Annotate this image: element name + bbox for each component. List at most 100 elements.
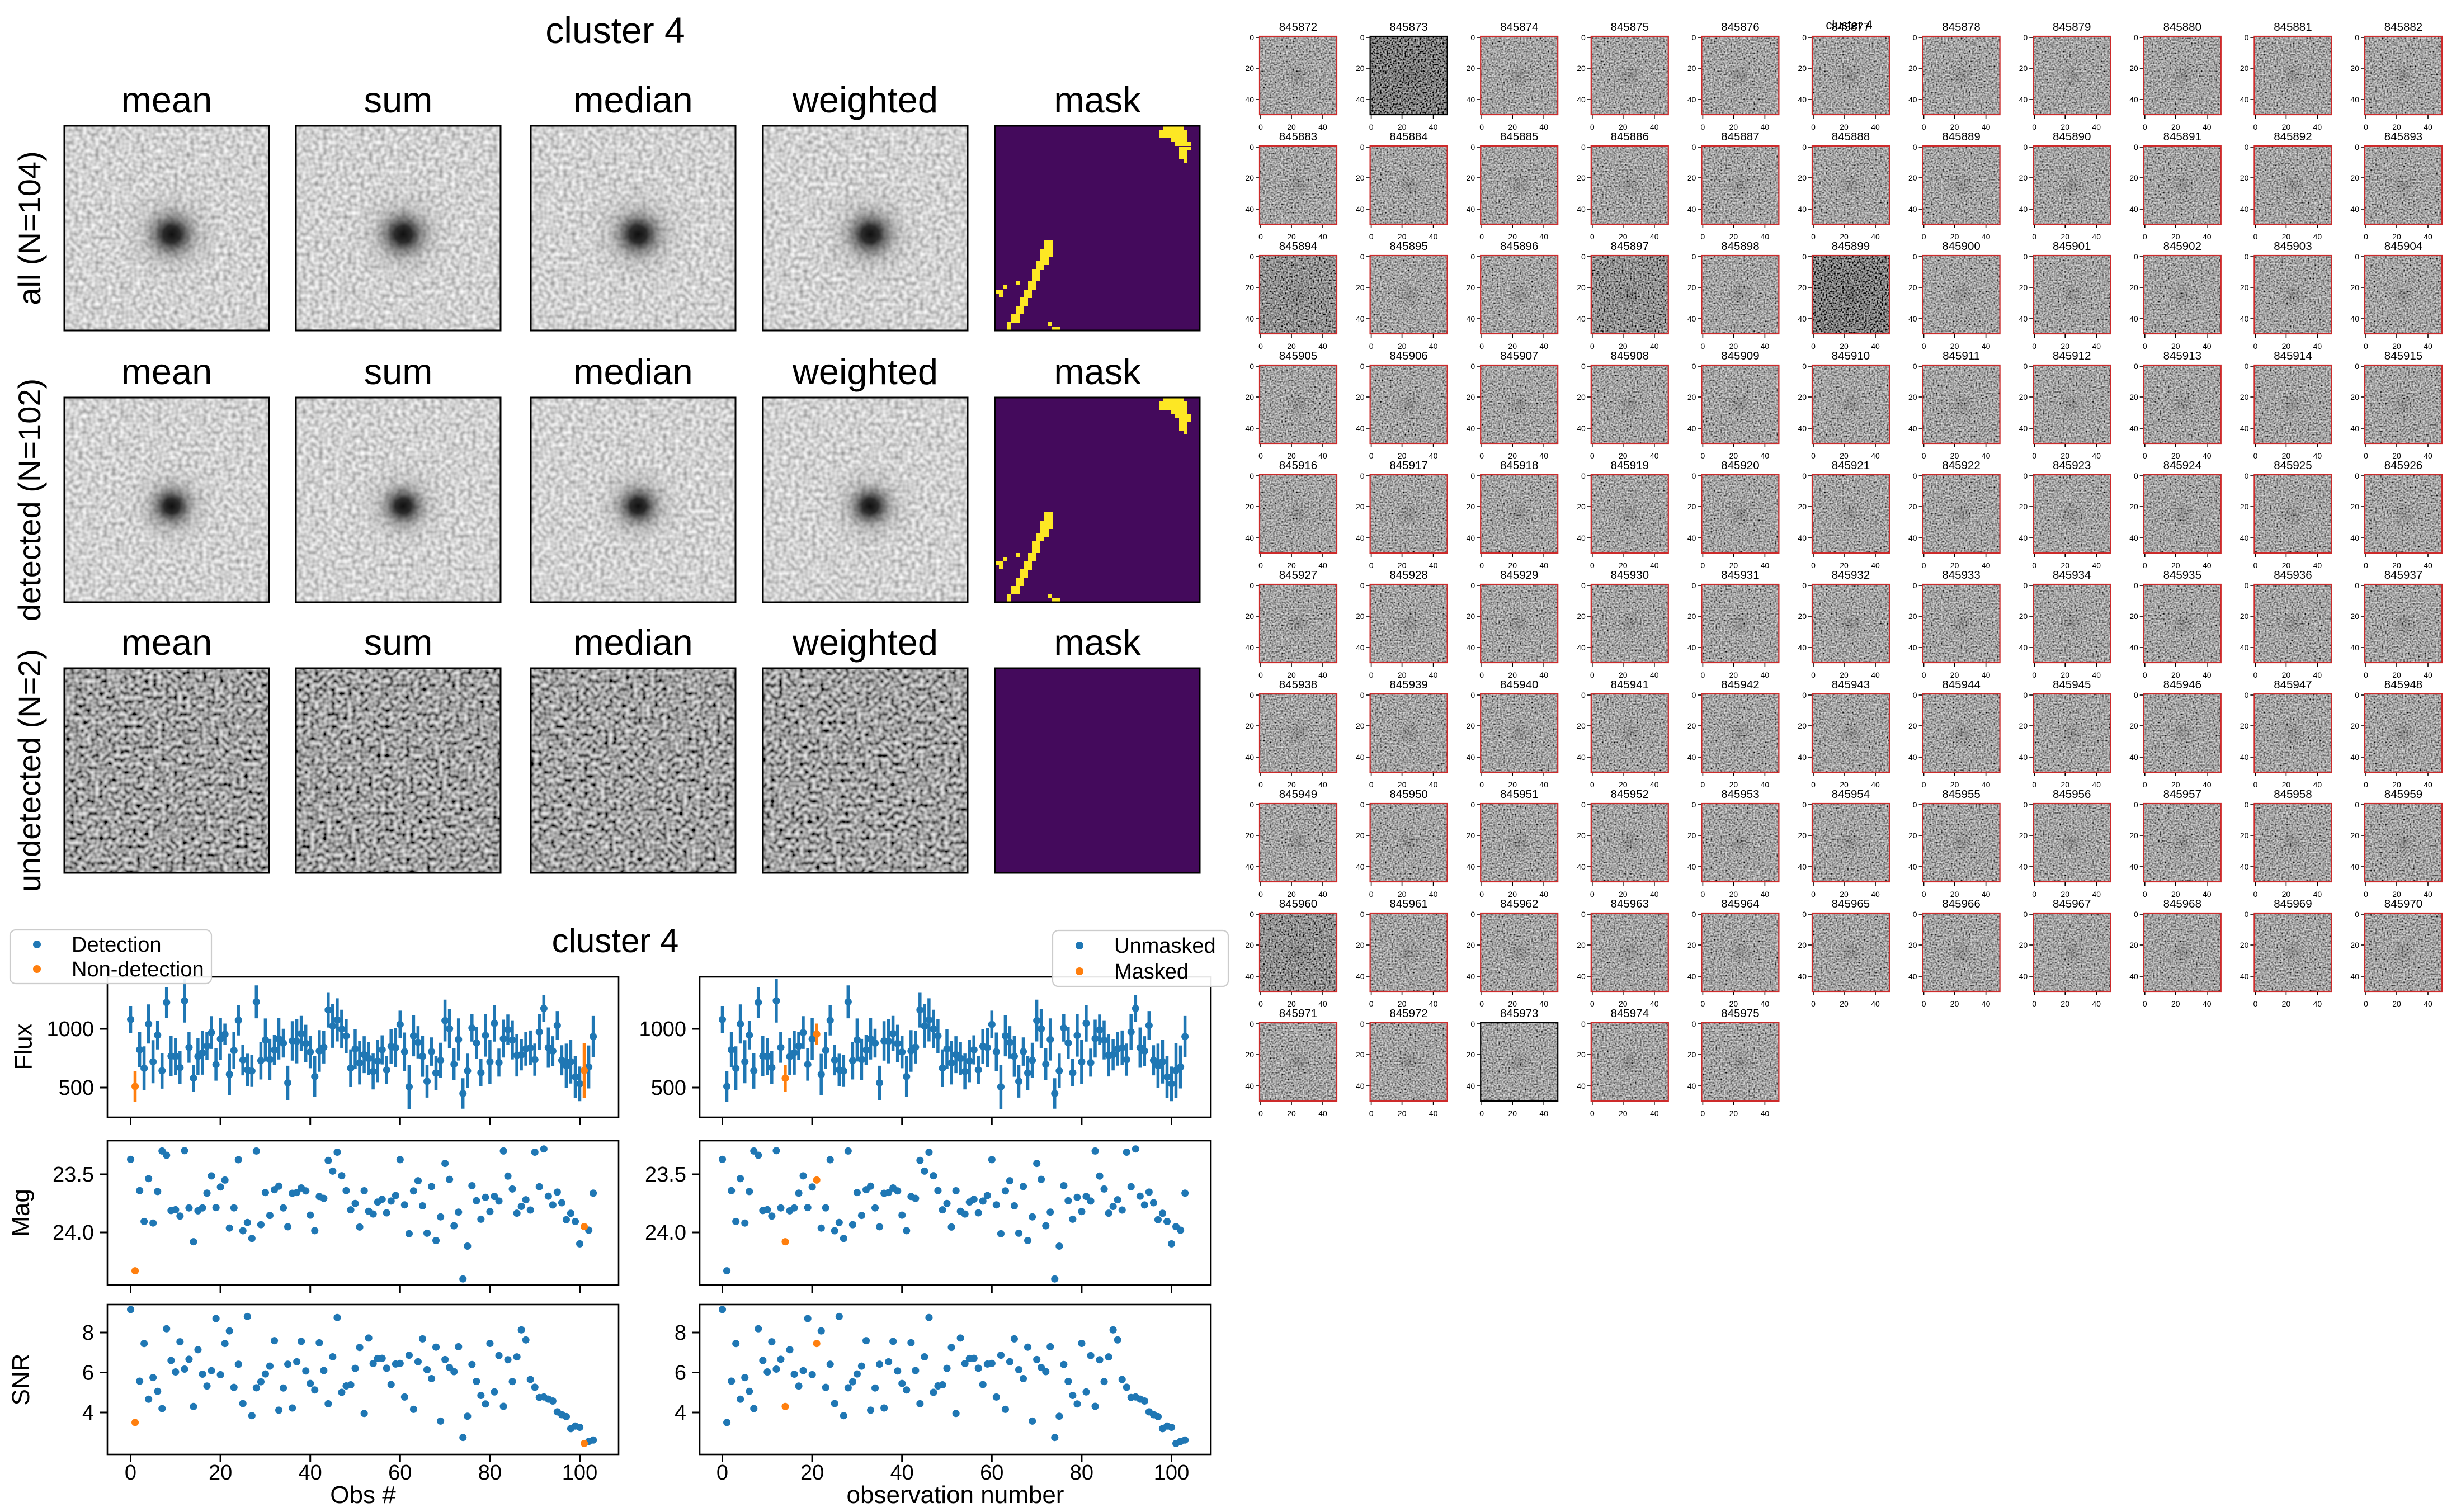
svg-text:845886: 845886: [1611, 130, 1649, 143]
svg-text:845943: 845943: [1832, 678, 1870, 691]
svg-text:500: 500: [59, 1076, 94, 1100]
svg-text:845920: 845920: [1721, 459, 1759, 472]
svg-text:cluster 4: cluster 4: [545, 10, 685, 51]
svg-text:Unmasked: Unmasked: [1114, 934, 1216, 958]
svg-text:845951: 845951: [1500, 788, 1538, 801]
svg-text:weighted: weighted: [792, 351, 938, 392]
svg-text:median: median: [573, 351, 692, 392]
svg-text:845916: 845916: [1279, 459, 1317, 472]
svg-text:845947: 845947: [2274, 678, 2312, 691]
svg-text:40: 40: [890, 1461, 914, 1485]
svg-text:sum: sum: [364, 622, 433, 663]
svg-text:6: 6: [675, 1362, 686, 1385]
svg-text:mean: mean: [121, 351, 213, 392]
svg-text:845965: 845965: [1832, 897, 1870, 910]
svg-text:845894: 845894: [1279, 240, 1317, 253]
svg-text:845952: 845952: [1611, 788, 1649, 801]
svg-text:845957: 845957: [2163, 788, 2201, 801]
svg-text:845949: 845949: [1279, 788, 1317, 801]
svg-text:845926: 845926: [2384, 459, 2422, 472]
svg-text:23.5: 23.5: [645, 1163, 686, 1187]
svg-text:845959: 845959: [2384, 788, 2422, 801]
svg-text:845936: 845936: [2274, 569, 2312, 582]
svg-text:845879: 845879: [2053, 21, 2091, 34]
svg-text:845900: 845900: [1942, 240, 1980, 253]
svg-text:845880: 845880: [2163, 21, 2201, 34]
svg-text:cluster 4: cluster 4: [552, 922, 679, 960]
svg-text:observation number: observation number: [847, 1481, 1064, 1509]
svg-text:mean: mean: [121, 79, 213, 120]
svg-text:845967: 845967: [2053, 897, 2091, 910]
svg-text:845878: 845878: [1942, 21, 1980, 34]
svg-text:cluster 4: cluster 4: [1826, 18, 1872, 32]
svg-text:80: 80: [478, 1461, 502, 1485]
svg-text:845937: 845937: [2384, 569, 2422, 582]
svg-text:845893: 845893: [2384, 130, 2422, 143]
svg-text:845906: 845906: [1389, 349, 1427, 362]
svg-text:845968: 845968: [2163, 897, 2201, 910]
svg-text:1000: 1000: [639, 1018, 686, 1041]
svg-text:845873: 845873: [1389, 21, 1427, 34]
svg-text:845910: 845910: [1832, 349, 1870, 362]
svg-text:845938: 845938: [1279, 678, 1317, 691]
svg-text:Detection: Detection: [72, 933, 162, 957]
svg-text:845954: 845954: [1832, 788, 1870, 801]
svg-text:845939: 845939: [1389, 678, 1427, 691]
svg-text:median: median: [573, 622, 692, 663]
svg-text:845931: 845931: [1721, 569, 1759, 582]
svg-text:845885: 845885: [1500, 130, 1538, 143]
svg-text:SNR: SNR: [7, 1354, 35, 1406]
svg-text:845902: 845902: [2163, 240, 2201, 253]
svg-text:845963: 845963: [1611, 897, 1649, 910]
svg-text:845929: 845929: [1500, 569, 1538, 582]
svg-text:detected (N=102): detected (N=102): [12, 379, 47, 621]
svg-text:0: 0: [125, 1461, 136, 1485]
svg-text:100: 100: [562, 1461, 597, 1485]
svg-text:845915: 845915: [2384, 349, 2422, 362]
svg-text:845944: 845944: [1942, 678, 1980, 691]
svg-text:845909: 845909: [1721, 349, 1759, 362]
svg-text:845905: 845905: [1279, 349, 1317, 362]
svg-text:20: 20: [209, 1461, 232, 1485]
svg-text:845889: 845889: [1942, 130, 1980, 143]
svg-text:8: 8: [82, 1321, 94, 1345]
svg-text:845875: 845875: [1611, 21, 1649, 34]
svg-text:mask: mask: [1054, 79, 1141, 120]
svg-text:Mag: Mag: [7, 1189, 35, 1237]
svg-text:20: 20: [800, 1461, 824, 1485]
svg-text:80: 80: [1070, 1461, 1093, 1485]
svg-text:845882: 845882: [2384, 21, 2422, 34]
svg-text:845884: 845884: [1389, 130, 1427, 143]
svg-text:845890: 845890: [2053, 130, 2091, 143]
svg-text:mask: mask: [1054, 351, 1141, 392]
svg-text:845918: 845918: [1500, 459, 1538, 472]
svg-text:845940: 845940: [1500, 678, 1538, 691]
svg-text:845935: 845935: [2163, 569, 2201, 582]
svg-text:0: 0: [716, 1461, 728, 1485]
svg-text:845930: 845930: [1611, 569, 1649, 582]
svg-text:845972: 845972: [1389, 1007, 1427, 1020]
svg-text:median: median: [573, 79, 692, 120]
svg-text:Non-detection: Non-detection: [72, 958, 204, 981]
svg-text:845923: 845923: [2053, 459, 2091, 472]
svg-text:mask: mask: [1054, 622, 1141, 663]
svg-text:845874: 845874: [1500, 21, 1538, 34]
svg-text:845876: 845876: [1721, 21, 1759, 34]
svg-text:24.0: 24.0: [53, 1221, 94, 1245]
svg-text:845877: 845877: [1832, 21, 1870, 34]
svg-text:weighted: weighted: [792, 79, 938, 120]
svg-text:845901: 845901: [2053, 240, 2091, 253]
svg-text:845955: 845955: [1942, 788, 1980, 801]
svg-text:23.5: 23.5: [53, 1163, 94, 1187]
svg-text:845908: 845908: [1611, 349, 1649, 362]
svg-text:845898: 845898: [1721, 240, 1759, 253]
svg-text:845924: 845924: [2163, 459, 2201, 472]
svg-text:845950: 845950: [1389, 788, 1427, 801]
svg-text:845945: 845945: [2053, 678, 2091, 691]
svg-text:845892: 845892: [2274, 130, 2312, 143]
svg-text:845904: 845904: [2384, 240, 2422, 253]
svg-text:845927: 845927: [1279, 569, 1317, 582]
svg-text:845974: 845974: [1611, 1007, 1649, 1020]
svg-text:845925: 845925: [2274, 459, 2312, 472]
svg-text:24.0: 24.0: [645, 1221, 686, 1245]
